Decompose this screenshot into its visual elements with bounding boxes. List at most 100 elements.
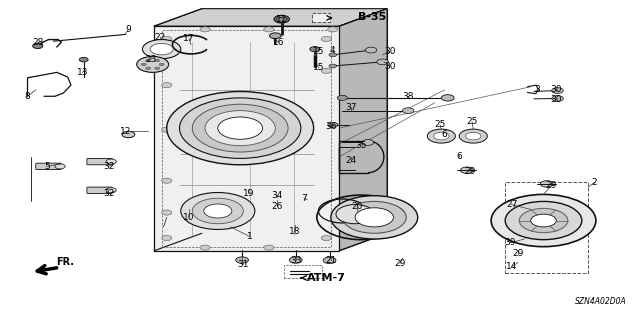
Circle shape xyxy=(428,129,456,143)
Circle shape xyxy=(269,33,281,39)
Text: 12: 12 xyxy=(120,127,131,136)
Circle shape xyxy=(200,245,210,250)
Circle shape xyxy=(329,53,337,57)
Circle shape xyxy=(264,245,274,250)
Text: 30: 30 xyxy=(385,61,396,70)
Circle shape xyxy=(331,196,418,239)
Circle shape xyxy=(146,67,151,69)
FancyBboxPatch shape xyxy=(312,13,330,22)
Circle shape xyxy=(321,36,332,42)
Circle shape xyxy=(205,111,275,146)
Text: SZN4A02D0A: SZN4A02D0A xyxy=(575,297,627,306)
Text: 37: 37 xyxy=(345,103,356,112)
Circle shape xyxy=(321,236,332,241)
Text: 27: 27 xyxy=(506,200,517,209)
Text: 30: 30 xyxy=(550,95,562,104)
Circle shape xyxy=(106,188,116,193)
Circle shape xyxy=(461,167,473,173)
Text: 15: 15 xyxy=(313,63,324,72)
FancyBboxPatch shape xyxy=(87,158,113,165)
Text: 26: 26 xyxy=(271,202,282,211)
Circle shape xyxy=(540,181,553,187)
Circle shape xyxy=(192,198,243,224)
Text: 14: 14 xyxy=(506,262,517,271)
Circle shape xyxy=(162,236,172,241)
Text: 17: 17 xyxy=(183,35,195,44)
Circle shape xyxy=(33,44,43,49)
Text: 1: 1 xyxy=(247,232,253,241)
Circle shape xyxy=(531,214,556,227)
Text: 35: 35 xyxy=(356,141,367,150)
Circle shape xyxy=(162,210,172,215)
Circle shape xyxy=(362,140,374,145)
Text: 29: 29 xyxy=(545,181,557,190)
Text: 31: 31 xyxy=(237,260,249,269)
Text: 32: 32 xyxy=(104,162,115,171)
Text: 30: 30 xyxy=(385,47,396,56)
Circle shape xyxy=(137,56,169,72)
Text: 34: 34 xyxy=(271,190,282,200)
Text: 30: 30 xyxy=(550,85,562,94)
Text: 39: 39 xyxy=(504,238,516,247)
Circle shape xyxy=(337,95,348,100)
Text: 38: 38 xyxy=(403,92,414,101)
Circle shape xyxy=(159,63,164,66)
Text: ATM-7: ATM-7 xyxy=(307,273,346,283)
Text: 29: 29 xyxy=(465,167,476,176)
Text: FR.: FR. xyxy=(56,257,74,268)
Circle shape xyxy=(55,164,65,169)
Circle shape xyxy=(200,27,210,32)
Circle shape xyxy=(122,131,135,138)
Circle shape xyxy=(162,51,172,56)
Circle shape xyxy=(141,63,147,66)
Text: 6: 6 xyxy=(442,130,447,139)
Circle shape xyxy=(192,104,288,152)
Text: 10: 10 xyxy=(183,213,195,222)
Circle shape xyxy=(155,67,160,69)
Circle shape xyxy=(236,257,248,263)
Text: 33: 33 xyxy=(290,256,301,265)
Circle shape xyxy=(403,108,414,114)
Circle shape xyxy=(289,257,302,263)
Circle shape xyxy=(162,36,172,42)
Text: 25: 25 xyxy=(435,120,445,130)
Circle shape xyxy=(552,88,563,93)
Text: 7: 7 xyxy=(301,194,307,203)
Text: 22: 22 xyxy=(155,33,166,42)
Text: 20: 20 xyxy=(351,202,363,211)
Text: 6: 6 xyxy=(456,152,462,161)
Circle shape xyxy=(377,59,388,65)
Polygon shape xyxy=(339,9,387,251)
Circle shape xyxy=(274,15,289,23)
Circle shape xyxy=(106,159,116,164)
Circle shape xyxy=(162,178,172,183)
Circle shape xyxy=(460,129,487,143)
Circle shape xyxy=(434,132,449,140)
Circle shape xyxy=(150,44,173,55)
Circle shape xyxy=(365,47,377,53)
Circle shape xyxy=(355,208,394,227)
Circle shape xyxy=(519,208,568,233)
Polygon shape xyxy=(154,26,339,251)
Text: 4: 4 xyxy=(330,45,335,55)
Circle shape xyxy=(143,40,180,59)
Text: 29: 29 xyxy=(394,259,406,268)
Text: 5: 5 xyxy=(44,162,49,171)
Circle shape xyxy=(204,204,232,218)
Text: 16: 16 xyxy=(273,38,284,47)
Circle shape xyxy=(79,57,88,62)
Text: 13: 13 xyxy=(77,68,88,77)
Text: 24: 24 xyxy=(345,156,356,164)
Circle shape xyxy=(552,96,563,101)
Text: 21: 21 xyxy=(326,256,337,265)
FancyBboxPatch shape xyxy=(36,163,61,170)
Circle shape xyxy=(505,201,582,240)
Text: 23: 23 xyxy=(145,55,156,64)
Text: 3: 3 xyxy=(534,85,540,94)
Text: 8: 8 xyxy=(25,92,30,101)
Circle shape xyxy=(328,123,338,127)
Circle shape xyxy=(179,98,301,158)
Circle shape xyxy=(323,257,336,264)
Text: 25: 25 xyxy=(467,117,477,126)
Circle shape xyxy=(146,59,151,62)
